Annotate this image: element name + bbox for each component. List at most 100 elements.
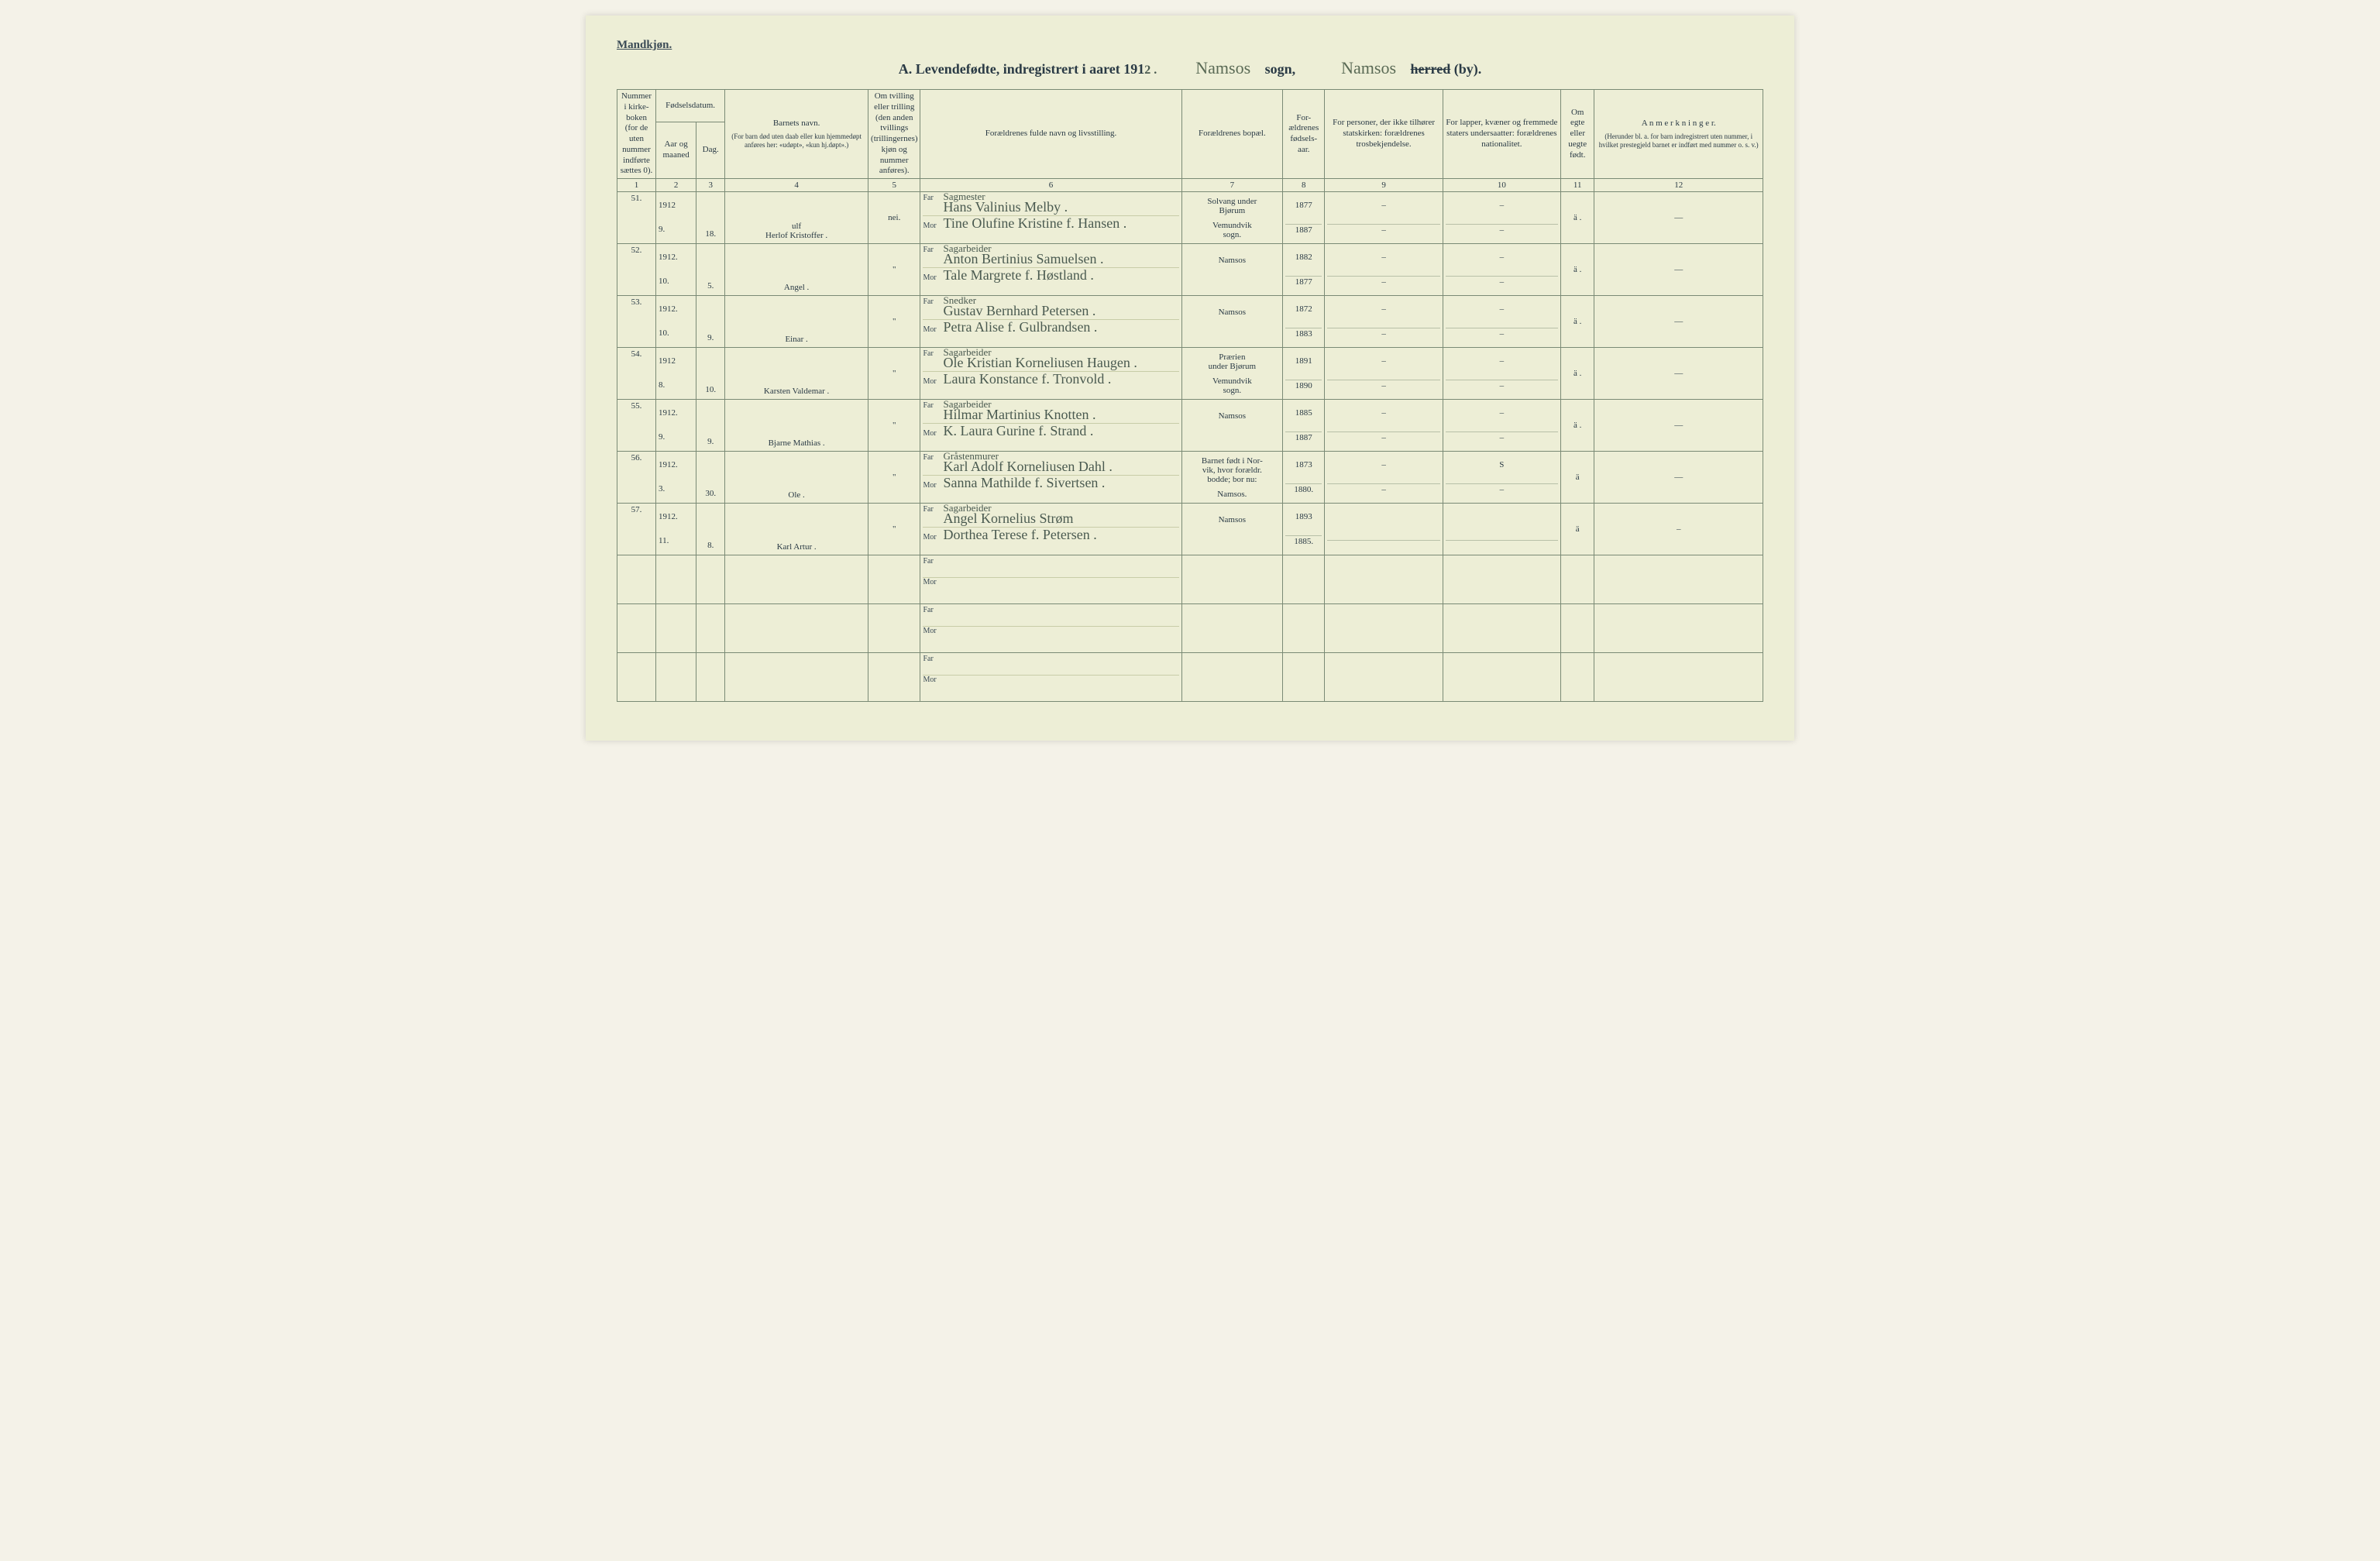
mor-label: Mor	[923, 222, 943, 230]
table-row: 51.19129.18.ulfHerlof Kristoffer .nei.Fa…	[617, 192, 1763, 244]
hdr-bopel: Forældrenes bopæl.	[1181, 90, 1283, 179]
mor-label: Mor	[923, 429, 943, 438]
cell-nummer: 53.	[617, 296, 656, 348]
cell-nationalitet: ––	[1443, 400, 1560, 452]
cell-aar-maaned: 1912.10.	[656, 244, 696, 296]
table-row: 53.1912.10.9.Einar ."FarSnedkerGustav Be…	[617, 296, 1763, 348]
cell-barnets-navn: Ole .	[725, 452, 868, 504]
cell-foreldre: FarSagarbeiderAnton Bertinius Samuelsen …	[920, 244, 1181, 296]
cell-dag: 10.	[696, 348, 725, 400]
cell-bopel: Namsos	[1181, 400, 1283, 452]
hdr-barnets-navn: Barnets navn. (For barn død uten daab el…	[725, 90, 868, 179]
far-value: SagarbeiderAngel Kornelius Strøm	[943, 505, 1073, 527]
hdr-c4-main: Barnets navn.	[727, 119, 865, 129]
cell-anmerk: —	[1594, 452, 1763, 504]
cell-barnets-navn	[725, 653, 868, 702]
far-value: SagarbeiderOle Kristian Korneliusen Haug…	[943, 349, 1137, 371]
cell-barnets-navn: Karsten Valdemar .	[725, 348, 868, 400]
cell-tvilling: "	[868, 244, 920, 296]
cell-nationalitet: ––	[1443, 348, 1560, 400]
coln-2: 2	[656, 179, 696, 192]
cell-fodselsaar: 18731880.	[1283, 452, 1325, 504]
cell-foreldre: FarSagmesterHans Valinius Melby .MorTine…	[920, 192, 1181, 244]
far-label: Far	[923, 606, 943, 614]
cell-egte: ä .	[1560, 348, 1594, 400]
coln-12: 12	[1594, 179, 1763, 192]
cell-nummer: 52.	[617, 244, 656, 296]
cell-fodselsaar	[1283, 653, 1325, 702]
coln-10: 10	[1443, 179, 1560, 192]
mor-label: Mor	[923, 533, 943, 542]
cell-nummer: 56.	[617, 452, 656, 504]
mor-label: Mor	[923, 377, 943, 386]
table-row-empty: FarMor	[617, 555, 1763, 604]
far-label: Far	[923, 453, 943, 462]
cell-anmerk	[1594, 555, 1763, 604]
cell-nummer: 54.	[617, 348, 656, 400]
table-row: 57.1912.11.8.Karl Artur ."FarSagarbeider…	[617, 504, 1763, 555]
mor-value: Tine Olufine Kristine f. Hansen .	[943, 216, 1126, 232]
hdr-c12-main: A n m e r k n i n g e r.	[1597, 119, 1760, 129]
cell-anmerk	[1594, 604, 1763, 653]
cell-trosbekj: ––	[1325, 192, 1443, 244]
cell-anmerk: —	[1594, 244, 1763, 296]
hdr-anmerk: A n m e r k n i n g e r. (Herunder bl. a…	[1594, 90, 1763, 179]
cell-bopel: Solvang underBjørumVemundviksogn.	[1181, 192, 1283, 244]
hdr-egte: Om egte eller uegte født.	[1560, 90, 1594, 179]
cell-barnets-navn	[725, 555, 868, 604]
cell-trosbekj	[1325, 604, 1443, 653]
cell-nationalitet	[1443, 604, 1560, 653]
coln-6: 6	[920, 179, 1181, 192]
cell-nationalitet: S–	[1443, 452, 1560, 504]
cell-foreldre: FarMor	[920, 555, 1181, 604]
herred-name: Namsos	[1330, 58, 1407, 77]
mor-label: Mor	[923, 676, 943, 684]
herred-suffix: (by).	[1454, 61, 1482, 77]
cell-foreldre: FarSagarbeiderHilmar Martinius Knotten .…	[920, 400, 1181, 452]
cell-aar-maaned: 19129.	[656, 192, 696, 244]
cell-nationalitet	[1443, 555, 1560, 604]
cell-foreldre: FarSagarbeiderAngel Kornelius StrømMorDo…	[920, 504, 1181, 555]
cell-egte: ä .	[1560, 244, 1594, 296]
cell-nationalitet: ––	[1443, 244, 1560, 296]
table-body: 51.19129.18.ulfHerlof Kristoffer .nei.Fa…	[617, 192, 1763, 702]
mor-value: Petra Alise f. Gulbrandsen .	[943, 320, 1097, 335]
cell-anmerk: –	[1594, 504, 1763, 555]
title-prefix: A. Levendefødte, indregistrert i aaret 1…	[899, 61, 1144, 77]
far-label: Far	[923, 349, 943, 358]
cell-nummer	[617, 653, 656, 702]
coln-11: 11	[1560, 179, 1594, 192]
far-label: Far	[923, 246, 943, 254]
cell-egte: ä .	[1560, 192, 1594, 244]
cell-tvilling: "	[868, 452, 920, 504]
cell-anmerk: —	[1594, 400, 1763, 452]
cell-barnets-navn: Bjarne Mathias .	[725, 400, 868, 452]
table-row: 54.19128.10.Karsten Valdemar ."FarSagarb…	[617, 348, 1763, 400]
cell-fodselsaar: 18911890	[1283, 348, 1325, 400]
coln-1: 1	[617, 179, 656, 192]
cell-egte: ä	[1560, 504, 1594, 555]
sogn-label: sogn,	[1265, 61, 1296, 77]
cell-aar-maaned	[656, 555, 696, 604]
coln-8: 8	[1283, 179, 1325, 192]
cell-bopel: Barnet født i Nor-vik, hvor forældr.bodd…	[1181, 452, 1283, 504]
cell-egte	[1560, 604, 1594, 653]
cell-anmerk: —	[1594, 296, 1763, 348]
register-page: Mandkjøn. A. Levendefødte, indregistrert…	[586, 15, 1794, 741]
cell-bopel: Prærienunder BjørumVemundviksogn.	[1181, 348, 1283, 400]
hdr-nationalitet: For lapper, kvæner og fremmede staters u…	[1443, 90, 1560, 179]
cell-trosbekj: ––	[1325, 244, 1443, 296]
cell-trosbekj: ––	[1325, 400, 1443, 452]
column-number-row: 1 2 3 4 5 6 7 8 9 10 11 12	[617, 179, 1763, 192]
cell-tvilling	[868, 604, 920, 653]
table-row: 56.1912.3.30.Ole ."FarGråstenmurerKarl A…	[617, 452, 1763, 504]
cell-dag: 18.	[696, 192, 725, 244]
cell-trosbekj	[1325, 653, 1443, 702]
cell-foreldre: FarMor	[920, 604, 1181, 653]
cell-trosbekj: ––	[1325, 452, 1443, 504]
cell-bopel	[1181, 653, 1283, 702]
cell-dag: 8.	[696, 504, 725, 555]
cell-nationalitet	[1443, 653, 1560, 702]
cell-nummer: 55.	[617, 400, 656, 452]
hdr-c12-sub: (Herunder bl. a. for barn indregistrert …	[1597, 132, 1760, 150]
